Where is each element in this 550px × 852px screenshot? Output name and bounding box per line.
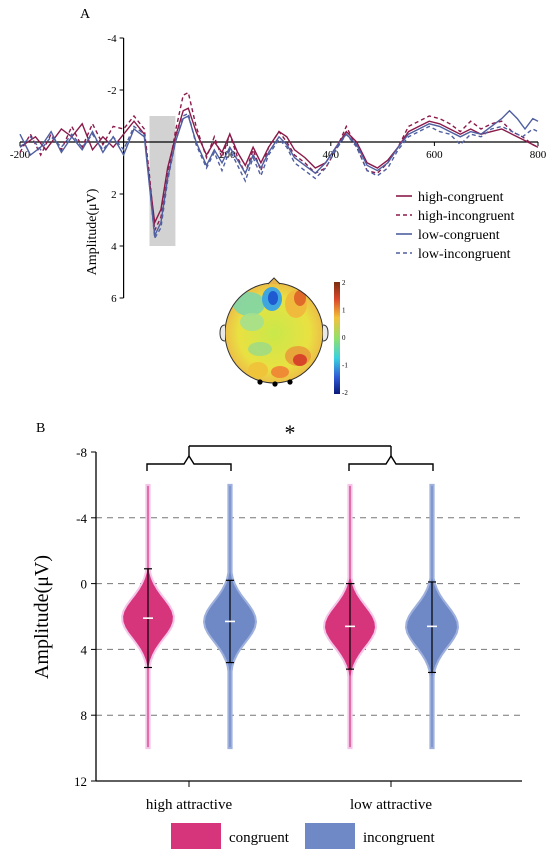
legend-swatch-congruent [171, 823, 221, 849]
legend-label-high-incongruent: high-incongruent [418, 209, 515, 224]
left-ear-icon [219, 324, 226, 342]
group-brace [348, 454, 434, 471]
x-tick-label: -200 [10, 149, 31, 161]
y-tick-label: 8 [81, 708, 88, 723]
panel-a-label: A [80, 7, 91, 22]
significance-asterisk: * [285, 420, 296, 445]
legend-label-high-congruent: high-congruent [418, 190, 504, 205]
y-tick-label: -8 [76, 445, 87, 460]
right-ear-icon [322, 324, 329, 342]
legend-label-low-congruent: low-congruent [418, 228, 500, 243]
panel-b-y-axis-label: Amplitude(μV) [31, 555, 53, 679]
panel-b-violin-chart: B -8 -4 0 4 8 12 high attractive low attractive… [31, 420, 522, 849]
colorbar-tick-label: 1 [342, 307, 346, 315]
y-tick-label: 4 [81, 642, 88, 657]
y-tick-label: 0 [81, 577, 88, 592]
x-tick-label: 600 [426, 149, 443, 161]
legend-swatch-incongruent [305, 823, 355, 849]
y-tick-label: -4 [76, 511, 87, 526]
x-tick-label: 800 [530, 149, 547, 161]
y-tick-label: -2 [107, 85, 116, 97]
panel-b-label: B [36, 421, 45, 436]
x-tick-label: high attractive [146, 797, 233, 813]
x-tick-label: low attractive [350, 797, 432, 813]
scalp-topography-map: 2 1 0 -1 -2 [219, 277, 348, 397]
colorbar-tick-label: 0 [342, 334, 346, 342]
colorbar [334, 282, 340, 394]
legend-label-congruent: congruent [229, 830, 290, 846]
series-line-high-congruent [19, 107, 539, 226]
electrode-marker [287, 379, 293, 385]
y-tick-label: -4 [107, 33, 117, 45]
panel-a-y-axis-label: Amplitude(μV) [85, 188, 100, 275]
series-line-low-congruent [19, 109, 539, 239]
electrode-marker [272, 381, 278, 387]
colorbar-tick-label: -2 [342, 389, 348, 397]
y-tick-label: 4 [111, 241, 117, 253]
nose-icon [267, 277, 281, 285]
y-tick-label: 2 [111, 189, 117, 201]
group-brace [146, 454, 232, 471]
y-tick-label: 12 [74, 774, 87, 789]
y-tick-label: 6 [111, 293, 117, 305]
colorbar-tick-label: -1 [342, 362, 348, 370]
legend-label-low-incongruent: low-incongruent [418, 247, 511, 262]
legend-label-incongruent: incongruent [363, 830, 435, 846]
colorbar-tick-label: 2 [342, 279, 346, 287]
electrode-marker [257, 379, 263, 385]
series-line-low-incongruent [19, 112, 539, 241]
